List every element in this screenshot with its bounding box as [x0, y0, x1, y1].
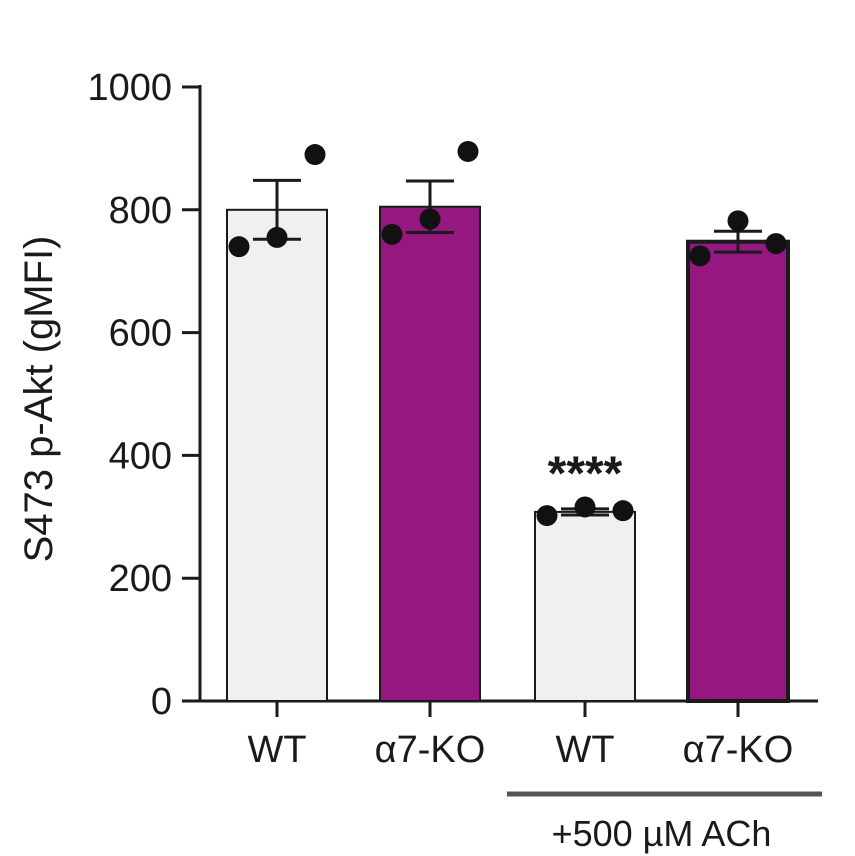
data-point	[381, 223, 403, 245]
data-point	[304, 144, 326, 166]
data-point	[266, 226, 288, 248]
data-point	[574, 496, 596, 518]
bar-layer	[226, 205, 790, 703]
data-point	[689, 245, 711, 267]
data-point-layer	[228, 140, 787, 527]
label-layer: 0 200 400 600 800 1000 S473 p-Akt (gMFI) WT α7-K…	[17, 67, 793, 854]
data-point	[612, 500, 634, 522]
significance-annotation: ****	[548, 447, 623, 500]
data-point	[228, 236, 250, 258]
y-tick-label: 400	[109, 435, 172, 477]
data-point	[765, 233, 787, 255]
y-tick-label: 600	[109, 313, 172, 355]
x-category-label: WT	[247, 729, 306, 771]
y-tick-label: 0	[151, 681, 172, 723]
data-point	[457, 140, 479, 162]
error-bar-layer	[253, 178, 762, 517]
data-point	[727, 210, 749, 232]
data-point	[536, 505, 558, 527]
y-tick-label: 800	[109, 190, 172, 232]
bar	[226, 208, 328, 703]
y-tick-label: 1000	[87, 67, 172, 109]
group-label: +500 µM ACh	[552, 813, 772, 854]
bar	[379, 205, 481, 702]
y-tick-label: 200	[109, 558, 172, 600]
x-category-label: WT	[555, 729, 614, 771]
data-point	[419, 208, 441, 230]
bar	[534, 510, 636, 702]
x-category-label: α7-KO	[375, 729, 486, 771]
y-axis-title: S473 p-Akt (gMFI)	[17, 236, 61, 563]
x-category-label: α7-KO	[683, 729, 794, 771]
bar	[686, 239, 790, 703]
